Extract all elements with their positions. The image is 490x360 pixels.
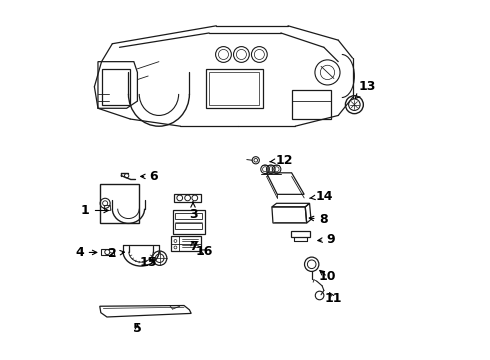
Bar bbox=[101, 69, 130, 105]
Text: 3: 3 bbox=[189, 202, 197, 221]
Bar bbox=[175, 223, 202, 229]
Text: 8: 8 bbox=[309, 213, 328, 226]
Text: 14: 14 bbox=[310, 190, 333, 203]
Text: 5: 5 bbox=[133, 322, 142, 335]
Text: 7: 7 bbox=[189, 240, 197, 253]
Bar bbox=[100, 184, 139, 223]
Bar bbox=[175, 213, 202, 220]
Text: 6: 6 bbox=[141, 170, 158, 183]
Text: 13: 13 bbox=[355, 80, 376, 99]
Bar bbox=[172, 235, 201, 251]
Text: 16: 16 bbox=[195, 245, 213, 258]
Bar bbox=[205, 69, 263, 108]
Bar bbox=[101, 249, 114, 255]
Bar bbox=[172, 211, 205, 234]
Text: 11: 11 bbox=[324, 292, 342, 305]
Text: 10: 10 bbox=[318, 270, 336, 283]
Text: 15: 15 bbox=[140, 256, 157, 269]
Text: 4: 4 bbox=[75, 246, 97, 259]
Text: 2: 2 bbox=[108, 247, 124, 260]
Bar bbox=[209, 72, 259, 105]
Bar bbox=[292, 90, 331, 119]
Text: 9: 9 bbox=[318, 233, 335, 246]
Text: 1: 1 bbox=[81, 204, 108, 217]
Bar bbox=[104, 205, 110, 210]
Text: 12: 12 bbox=[270, 154, 293, 167]
Bar bbox=[174, 194, 201, 202]
Bar bbox=[291, 231, 310, 237]
